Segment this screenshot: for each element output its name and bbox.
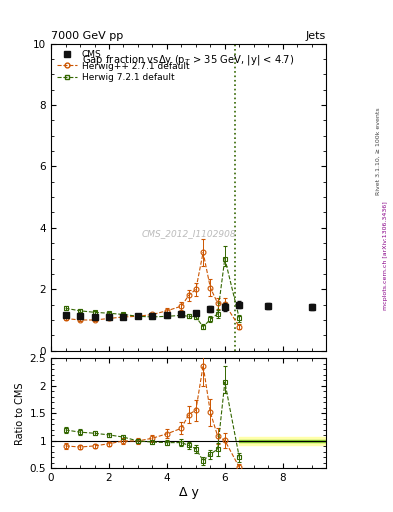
Y-axis label: Ratio to CMS: Ratio to CMS [15,382,26,445]
X-axis label: Δ y: Δ y [179,486,198,499]
Text: Gap fraction vsΔy (p$_T$ > 35 GeV, |y| < 4.7): Gap fraction vsΔy (p$_T$ > 35 GeV, |y| <… [83,53,295,67]
Text: CMS_2012_I1102908: CMS_2012_I1102908 [141,229,236,239]
Text: Rivet 3.1.10, ≥ 100k events: Rivet 3.1.10, ≥ 100k events [375,107,380,195]
Text: mcplots.cern.ch [arXiv:1306.3436]: mcplots.cern.ch [arXiv:1306.3436] [383,202,388,310]
Legend: CMS, Herwig++ 2.7.1 default, Herwig 7.2.1 default: CMS, Herwig++ 2.7.1 default, Herwig 7.2.… [55,48,191,84]
Text: Jets: Jets [306,31,326,41]
Text: 7000 GeV pp: 7000 GeV pp [51,31,123,41]
